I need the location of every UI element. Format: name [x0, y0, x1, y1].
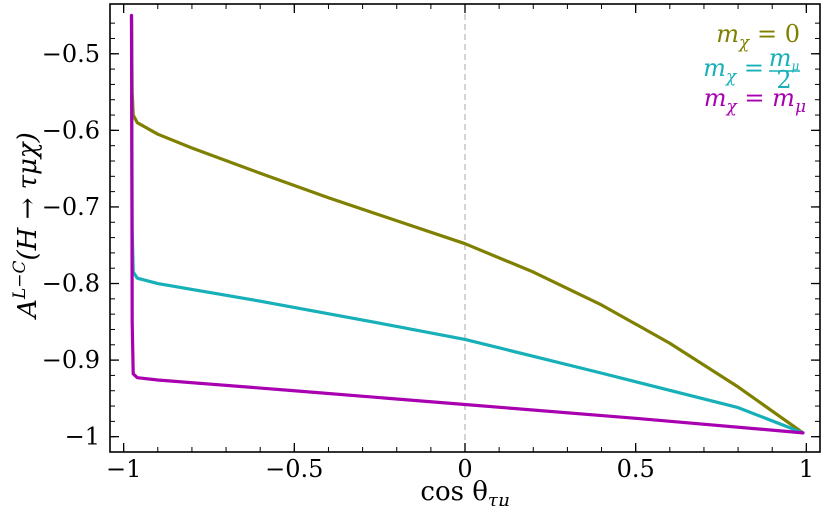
- legend-2-base: m: [704, 84, 727, 112]
- legend-2-rhs-sub: μ: [795, 97, 806, 117]
- legend-1-frac-num: mμ: [769, 44, 800, 73]
- x-axis-label-sub: τμ: [488, 490, 510, 506]
- legend-0-base: m: [716, 20, 739, 48]
- series-line-2: [129, 13, 805, 435]
- legend-item-2: mχ = mμ: [704, 84, 806, 117]
- legend-1-frac-num-base: m: [769, 44, 792, 72]
- legend-2-eq: =: [737, 84, 772, 112]
- legend-2-sub: χ: [725, 97, 738, 117]
- x-tick-label: −0.5: [265, 455, 323, 483]
- y-tick-label: −1: [65, 423, 100, 451]
- legend-item-0: mχ = 0: [716, 20, 800, 53]
- y-axis-label: AL−C(H → τμχ): [10, 132, 43, 320]
- x-tick-label: 0: [457, 455, 472, 483]
- x-tick-label: 0.5: [617, 455, 655, 483]
- legend-1-base: m: [703, 54, 726, 82]
- legend: mχ = 0 mχ = mμ 2 mχ = mμ: [703, 20, 806, 117]
- x-axis-label-main: cos θ: [420, 477, 487, 506]
- legend-1-sub: χ: [725, 67, 738, 87]
- x-axis-label: cos θτμ: [420, 477, 509, 506]
- legend-0-rhs: 0: [785, 20, 800, 48]
- legend-1-frac-num-sub: μ: [791, 59, 799, 73]
- y-tick-label: −0.8: [42, 270, 100, 298]
- legend-1-eq: =: [736, 54, 764, 82]
- legend-0-eq: =: [749, 20, 784, 48]
- legend-1-left: mχ =: [703, 54, 764, 87]
- ticks-layer: −1 −0.5 0 0.5 1 −1 −0.9 −0.8 −0.7 −0.6 −0.5: [42, 4, 820, 483]
- y-axis-label-main: A: [13, 299, 43, 320]
- series-line-0: [129, 13, 805, 435]
- y-tick-label: −0.5: [42, 40, 100, 68]
- x-tick-label: 1: [799, 455, 814, 483]
- legend-1-frac-den: 2: [776, 66, 791, 94]
- legend-2-rhs: m: [772, 84, 795, 112]
- series-layer: [129, 13, 805, 435]
- legend-0-sub: χ: [738, 33, 751, 53]
- y-tick-label: −0.7: [42, 193, 100, 221]
- y-axis-label-sup: L−C: [10, 260, 30, 300]
- x-tick-label: −1: [106, 455, 141, 483]
- legend-item-1: mχ = mμ 2: [703, 44, 800, 94]
- y-tick-label: −0.9: [42, 346, 100, 374]
- y-axis-label-rest: (H → τμχ): [13, 132, 43, 260]
- y-tick-label: −0.6: [42, 116, 100, 144]
